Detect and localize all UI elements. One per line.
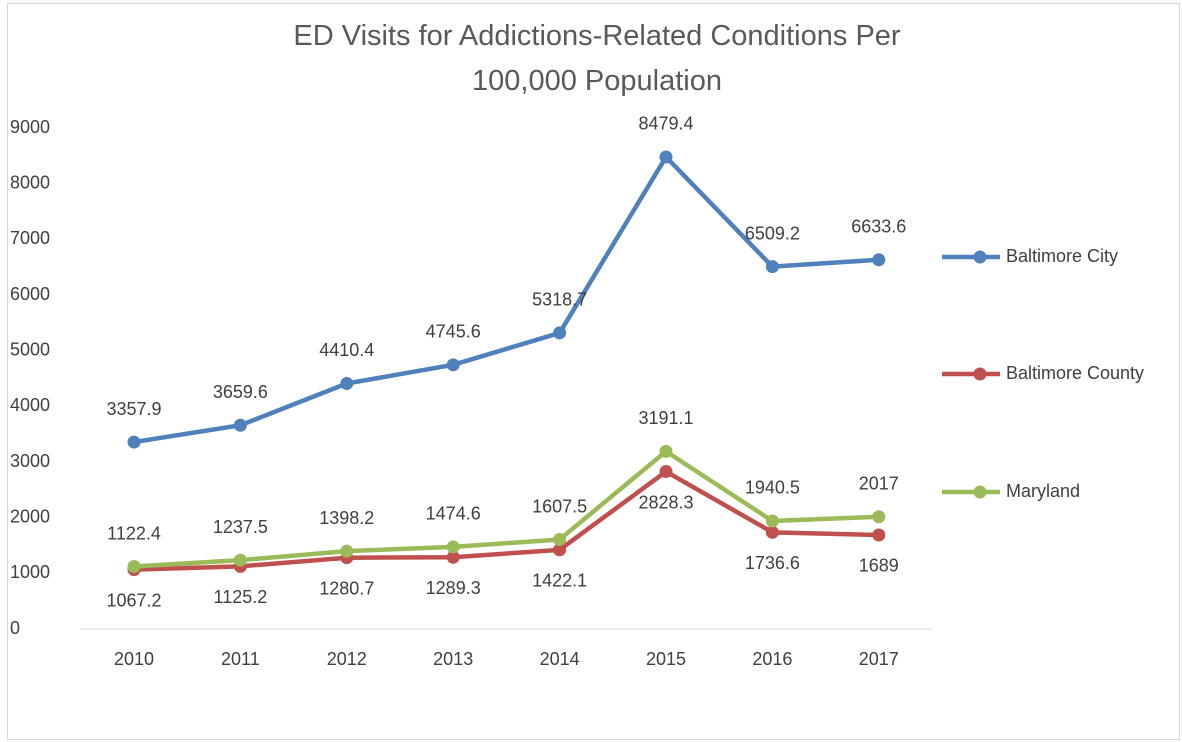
legend-marker [973,367,987,381]
data-point [553,326,567,340]
y-tick-label: 4000 [10,395,50,415]
data-point [233,418,247,432]
x-tick-label: 2015 [646,649,686,669]
data-label: 1607.5 [532,496,587,516]
data-point [127,560,141,574]
data-point [659,444,673,458]
data-point [553,543,567,557]
legend-marker [973,485,987,499]
x-tick-label: 2016 [752,649,792,669]
x-tick-label: 2014 [540,649,580,669]
data-label: 1736.6 [745,553,800,573]
chart-frame [7,3,1180,740]
series-line [133,469,879,572]
data-point [233,553,247,567]
data-label: 3191.1 [638,408,693,428]
data-label: 2828.3 [638,492,693,512]
y-tick-label: 5000 [10,339,50,359]
data-label: 1280.7 [319,578,374,598]
data-label: 4410.4 [319,340,374,360]
data-point [127,435,141,449]
data-point [872,510,886,524]
data-point [553,533,567,547]
data-point [659,465,673,479]
data-point [340,376,354,390]
data-label: 2017 [859,473,899,493]
data-label: 1940.5 [745,478,800,498]
y-tick-label: 3000 [10,451,50,471]
data-label: 3659.6 [213,382,268,402]
data-label: 1122.4 [107,523,161,543]
x-tick-label: 2017 [859,649,899,669]
data-point [446,540,460,554]
y-tick-label: 2000 [10,506,50,526]
data-point [765,260,779,274]
y-tick-label: 9000 [10,117,50,137]
x-tick-label: 2013 [433,649,473,669]
y-tick-label: 8000 [10,172,50,192]
data-point [659,150,673,164]
data-point [765,525,779,539]
legend-marker [973,250,987,264]
data-point [872,253,886,267]
y-tick-label: 6000 [10,284,50,304]
x-tick-label: 2012 [327,649,367,669]
data-label: 1422.1 [532,571,587,591]
data-point [765,514,779,528]
x-tick-label: 2010 [114,649,154,669]
data-label: 8479.4 [638,114,693,134]
series-line [133,154,879,445]
chart-title: ED Visits for Addictions-Related Conditi… [293,20,901,97]
data-label: 6509.2 [745,223,800,243]
data-label: 1237.5 [213,517,268,537]
legend-label: Baltimore City [1006,246,1118,266]
data-label: 5318.7 [532,290,587,310]
data-label: 1125.2 [214,587,268,607]
data-point [446,550,460,564]
data-label: 1398.2 [319,508,374,528]
data-point [446,358,460,372]
data-label: 1689 [859,556,899,576]
data-point [340,544,354,558]
x-tick-label: 2011 [221,649,260,669]
y-tick-label: 1000 [10,562,50,582]
y-tick-label: 7000 [10,228,50,248]
legend-label: Maryland [1006,481,1080,501]
data-label: 3357.9 [106,399,161,419]
series-line [133,449,879,569]
legend-label: Baltimore County [1006,363,1144,383]
data-label: 1289.3 [426,578,481,598]
y-tick-label: 0 [10,618,20,638]
data-point [872,528,886,542]
data-label: 6633.6 [851,216,906,236]
data-label: 1067.2 [106,590,161,610]
data-label: 1474.6 [426,504,481,524]
data-label: 4745.6 [426,322,481,342]
